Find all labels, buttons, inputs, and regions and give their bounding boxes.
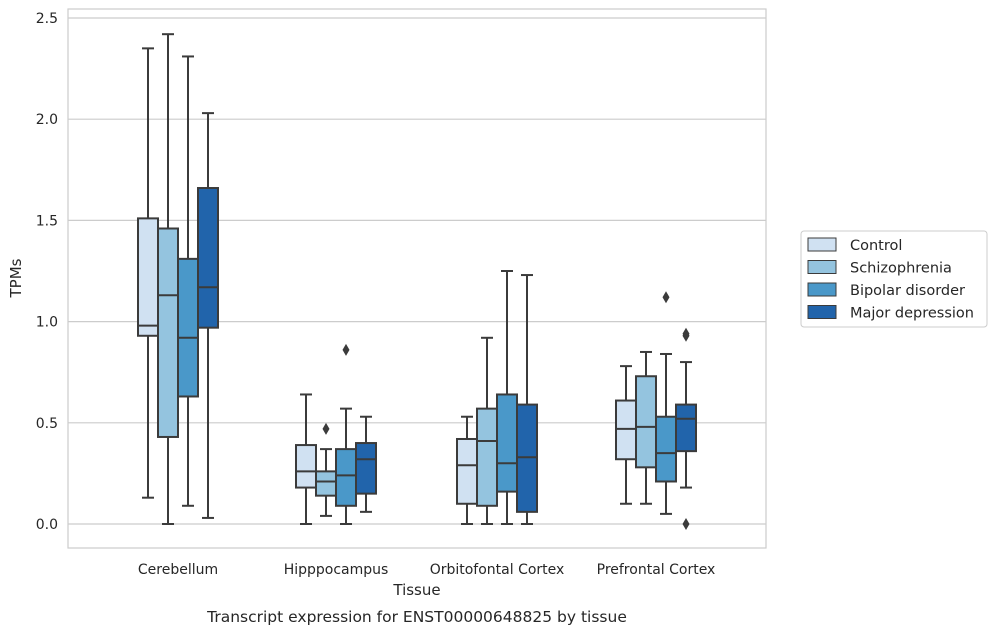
- box-schizophrenia: [315, 422, 337, 517]
- outlier-point: [682, 518, 690, 530]
- box-major-depression: [197, 112, 219, 519]
- y-tick-label: 0.5: [36, 416, 58, 432]
- legend-label: Major depression: [850, 306, 974, 322]
- y-tick-label: 2.0: [36, 112, 58, 128]
- box-iqr: [615, 399, 637, 461]
- box-iqr: [456, 437, 478, 505]
- legend-swatch: [807, 282, 837, 297]
- box-iqr: [295, 444, 317, 489]
- box-iqr: [157, 227, 179, 438]
- x-tick-label: Orbitofontal Cortex: [430, 562, 565, 578]
- box-iqr: [137, 217, 159, 337]
- box-bipolar-disorder: [335, 343, 357, 525]
- box-iqr: [335, 448, 357, 507]
- box-major-depression: [355, 415, 377, 513]
- legend-swatch: [807, 305, 837, 319]
- outlier-point: [662, 291, 670, 304]
- box-iqr: [177, 257, 199, 398]
- legend-label: Schizophrenia: [850, 261, 952, 277]
- x-axis-ticks: Cerebellum Hipppocampus Orbitofontal Corte…: [138, 562, 715, 578]
- y-tick-label: 1.5: [36, 213, 58, 229]
- figure-caption: Transcript expression for ENST0000064882…: [206, 608, 627, 626]
- box-iqr: [496, 393, 518, 493]
- legend-swatch: [807, 260, 837, 274]
- box-control: [456, 415, 478, 525]
- legend-label: Control: [850, 238, 902, 254]
- box-iqr: [516, 403, 538, 513]
- legend-label: Bipolar disorder: [850, 283, 965, 299]
- box-iqr: [197, 187, 219, 329]
- box-bipolar-disorder: [496, 270, 518, 525]
- legend-frame: [800, 230, 988, 328]
- y-tick-label: 1.0: [36, 315, 58, 331]
- x-axis-title: Tissue: [392, 581, 440, 599]
- box-schizophrenia: [635, 350, 657, 505]
- legend-swatch: [807, 237, 837, 252]
- box-iqr: [635, 375, 657, 469]
- box-series: [137, 33, 697, 530]
- legend: Control Schizophrenia Bipolar disorder Majo…: [800, 230, 988, 328]
- box-control: [137, 47, 159, 499]
- box-schizophrenia: [157, 33, 179, 525]
- box-iqr: [476, 407, 498, 507]
- x-tick-label: Hipppocampus: [284, 562, 389, 578]
- box-control: [295, 393, 317, 525]
- box-major-depression: [675, 327, 697, 530]
- box-control: [615, 365, 637, 505]
- box-major-depression: [516, 274, 538, 525]
- outlier-point: [322, 422, 330, 435]
- y-axis-ticks: 0.0 0.5 1.0 1.5 2.0 2.5: [36, 11, 58, 533]
- box-iqr: [315, 470, 337, 497]
- x-tick-label: Cerebellum: [138, 562, 218, 578]
- x-tick-label: Prefrontal Cortex: [597, 562, 716, 578]
- outlier-point: [342, 343, 350, 356]
- box-iqr: [675, 403, 697, 453]
- box-bipolar-disorder: [177, 55, 199, 507]
- y-axis-title: TPMs: [7, 258, 25, 298]
- box-iqr: [355, 442, 377, 495]
- y-tick-label: 0.0: [36, 517, 58, 533]
- box-schizophrenia: [476, 336, 498, 525]
- plot-area-frame: [67, 8, 767, 549]
- box-iqr: [655, 415, 677, 483]
- outlier-point: [682, 327, 690, 340]
- y-tick-label: 2.5: [36, 11, 58, 27]
- box-bipolar-disorder: [655, 291, 677, 515]
